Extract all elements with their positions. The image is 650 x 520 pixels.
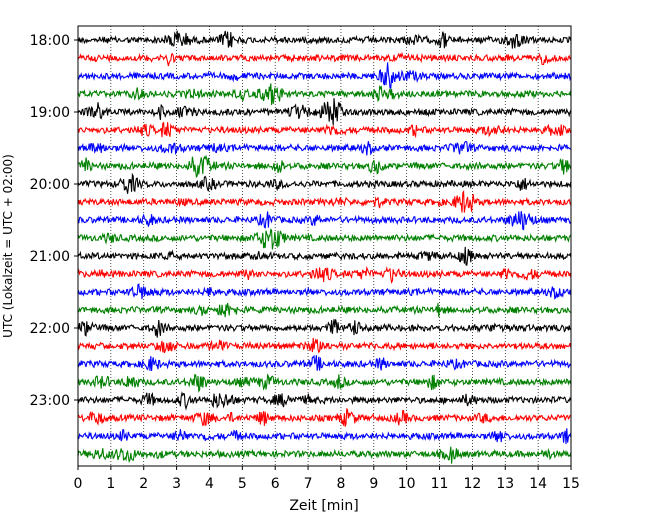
trace-2300 xyxy=(77,391,572,411)
x-tick-label: 9 xyxy=(369,476,378,492)
x-tick-label: 15 xyxy=(562,476,580,492)
trace-2215 xyxy=(77,337,572,354)
trace-2015 xyxy=(77,190,572,213)
x-tick-label: 4 xyxy=(205,476,214,492)
x-tick-label: 13 xyxy=(496,476,514,492)
y-tick-label: 18:00 xyxy=(30,33,70,49)
trace-2145 xyxy=(77,302,572,318)
x-tick-label: 6 xyxy=(271,476,280,492)
trace-2115 xyxy=(77,265,572,285)
y-tick-label: 22:00 xyxy=(30,321,70,337)
x-tick-label: 7 xyxy=(304,476,313,492)
x-tick-label: 11 xyxy=(431,476,449,492)
trace-1930 xyxy=(77,141,572,156)
seismic-traces xyxy=(77,30,572,464)
trace-1915 xyxy=(77,121,572,139)
trace-2245 xyxy=(77,373,572,393)
trace-2200 xyxy=(77,319,571,338)
trace-2000 xyxy=(77,172,572,194)
trace-2330 xyxy=(77,428,572,445)
trace-2030 xyxy=(77,211,572,231)
trace-2045 xyxy=(77,228,572,250)
trace-2315 xyxy=(77,408,572,427)
trace-2100 xyxy=(77,246,572,267)
trace-1815 xyxy=(77,51,572,67)
trace-1800 xyxy=(77,30,572,49)
trace-1830 xyxy=(77,62,572,90)
vertical-grid xyxy=(110,26,539,466)
x-tick-label: 0 xyxy=(74,476,83,492)
trace-1845 xyxy=(77,83,572,106)
trace-2345 xyxy=(77,446,572,464)
y-tick-label: 20:00 xyxy=(30,177,70,193)
y-axis: 18:00 19:00 20:00 21:00 22:00 23:00 xyxy=(30,33,78,409)
x-axis: 0 1 2 3 4 5 6 7 8 9 10 11 12 13 14 15 xyxy=(74,466,580,492)
x-tick-label: 8 xyxy=(336,476,345,492)
y-tick-label: 19:00 xyxy=(30,105,70,121)
y-axis-title: UTC (Lokalzeit = UTC + 02:00) xyxy=(1,154,15,338)
x-tick-label: 14 xyxy=(529,476,547,492)
x-tick-label: 2 xyxy=(139,476,148,492)
plot-frame xyxy=(77,25,572,467)
x-axis-title: Zeit [min] xyxy=(289,498,358,514)
y-tick-label: 23:00 xyxy=(30,393,70,409)
x-tick-label: 1 xyxy=(106,476,115,492)
trace-2230 xyxy=(77,354,572,371)
trace-2130 xyxy=(77,283,572,300)
x-tick-label: 12 xyxy=(463,476,481,492)
x-tick-label: 5 xyxy=(238,476,247,492)
y-tick-label: 21:00 xyxy=(30,249,70,265)
trace-1945 xyxy=(77,154,572,179)
trace-1900 xyxy=(77,98,572,126)
x-tick-label: 10 xyxy=(398,476,416,492)
x-tick-label: 3 xyxy=(172,476,181,492)
